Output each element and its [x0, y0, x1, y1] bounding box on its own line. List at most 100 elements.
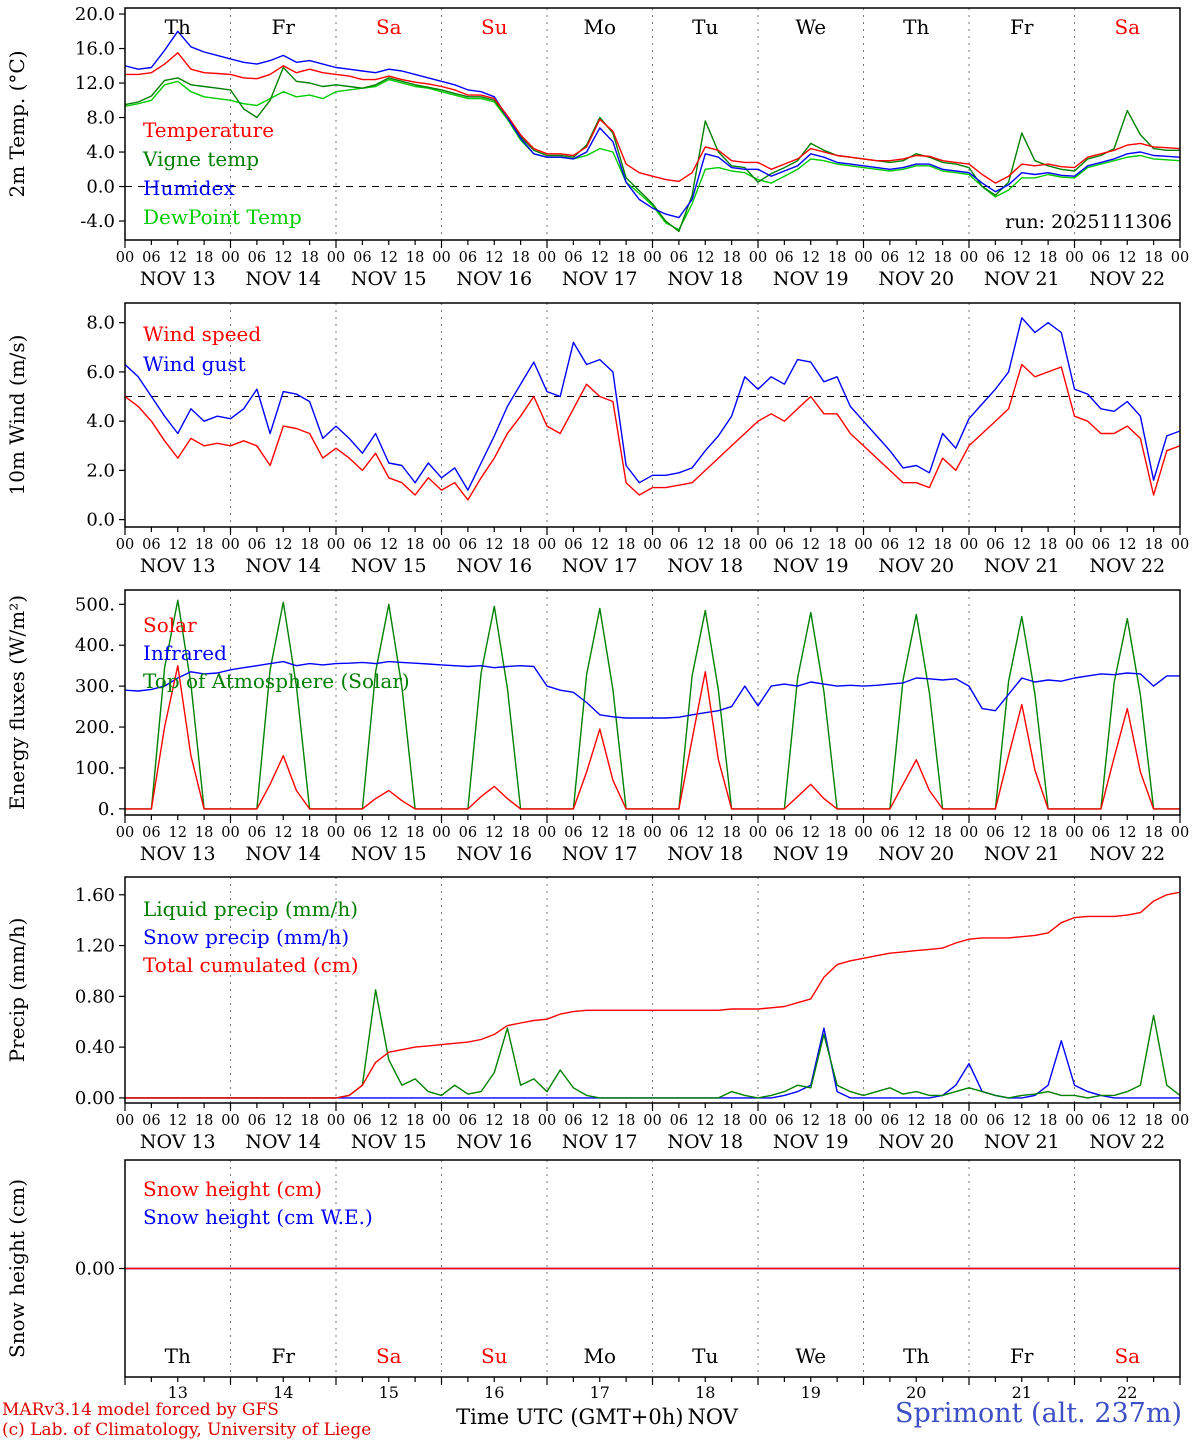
- svg-text:NOV 22: NOV 22: [1089, 555, 1165, 577]
- svg-text:00: 00: [1171, 537, 1189, 553]
- svg-text:12: 12: [274, 825, 292, 841]
- svg-text:12: 12: [696, 1113, 714, 1129]
- svg-text:NOV 18: NOV 18: [667, 1131, 743, 1153]
- svg-text:06: 06: [564, 537, 582, 553]
- svg-text:NOV 19: NOV 19: [773, 268, 849, 290]
- svg-text:12: 12: [1118, 537, 1136, 553]
- legend-temperature-2: Humidex: [143, 176, 235, 200]
- svg-text:NOV 13: NOV 13: [140, 843, 216, 865]
- svg-text:06: 06: [142, 250, 160, 266]
- svg-text:12: 12: [802, 250, 820, 266]
- svg-text:00: 00: [749, 825, 767, 841]
- svg-text:18: 18: [406, 537, 424, 553]
- svg-text:14: 14: [273, 1383, 293, 1402]
- svg-text:18: 18: [1144, 250, 1162, 266]
- svg-text:00: 00: [327, 825, 345, 841]
- svg-text:1.60: 1.60: [75, 885, 115, 906]
- svg-text:NOV 15: NOV 15: [351, 843, 427, 865]
- svg-text:18: 18: [617, 250, 635, 266]
- svg-text:12: 12: [802, 537, 820, 553]
- svg-text:18: 18: [695, 1383, 715, 1402]
- svg-text:13: 13: [168, 1383, 188, 1402]
- svg-text:NOV 13: NOV 13: [140, 555, 216, 577]
- svg-text:12: 12: [1118, 825, 1136, 841]
- svg-text:12: 12: [907, 250, 925, 266]
- svg-text:00: 00: [327, 1113, 345, 1129]
- svg-text:4.0: 4.0: [86, 142, 115, 163]
- series-infrared: [125, 660, 1180, 719]
- svg-text:12: 12: [591, 250, 609, 266]
- svg-text:Su: Su: [481, 1344, 508, 1368]
- svg-text:18: 18: [300, 1113, 318, 1129]
- svg-text:NOV 17: NOV 17: [562, 555, 638, 577]
- svg-text:12: 12: [696, 250, 714, 266]
- svg-text:NOV 13: NOV 13: [140, 268, 216, 290]
- legend-temperature-1: Vigne temp: [142, 147, 259, 171]
- legend-energy-1: Infrared: [143, 641, 227, 665]
- model-credit-line2: (c) Lab. of Climatology, University of L…: [2, 1420, 372, 1440]
- svg-text:18: 18: [1039, 1113, 1057, 1129]
- svg-text:NOV 17: NOV 17: [562, 1131, 638, 1153]
- series-temperature: [125, 52, 1180, 184]
- panel-energy: 500.400.300.200.100.0.00 06 12 18 00 06 12 18 00…: [5, 589, 1189, 865]
- svg-text:12: 12: [485, 825, 503, 841]
- legend-precip-2: Total cumulated (cm): [143, 953, 359, 977]
- ylabel-temperature: 2m Temp. (°C): [5, 50, 29, 197]
- svg-text:1.20: 1.20: [75, 936, 115, 957]
- svg-text:18: 18: [722, 250, 740, 266]
- svg-text:Fr: Fr: [1010, 15, 1034, 39]
- svg-text:18: 18: [195, 537, 213, 553]
- svg-text:00: 00: [116, 1113, 134, 1129]
- svg-text:NOV 22: NOV 22: [1089, 843, 1165, 865]
- svg-text:NOV 16: NOV 16: [456, 555, 532, 577]
- svg-text:06: 06: [881, 250, 899, 266]
- svg-text:12: 12: [591, 1113, 609, 1129]
- svg-text:12: 12: [1013, 825, 1031, 841]
- legend-temperature-3: DewPoint Temp: [143, 205, 302, 229]
- svg-text:16.0: 16.0: [75, 39, 115, 60]
- svg-text:18: 18: [300, 250, 318, 266]
- svg-text:00: 00: [1065, 1113, 1083, 1129]
- svg-text:06: 06: [459, 250, 477, 266]
- svg-text:Th: Th: [903, 15, 929, 39]
- svg-text:Sa: Sa: [376, 15, 402, 39]
- svg-text:00: 00: [854, 250, 872, 266]
- svg-text:18: 18: [1039, 250, 1057, 266]
- svg-text:06: 06: [670, 250, 688, 266]
- svg-text:06: 06: [986, 250, 1004, 266]
- svg-text:00: 00: [116, 250, 134, 266]
- legend-wind-0: Wind speed: [143, 322, 261, 346]
- svg-text:12: 12: [485, 537, 503, 553]
- svg-text:18: 18: [828, 825, 846, 841]
- svg-text:18: 18: [933, 537, 951, 553]
- svg-text:18: 18: [406, 250, 424, 266]
- svg-text:Sa: Sa: [376, 1344, 402, 1368]
- ylabel-energy: Energy fluxes (W/m²): [5, 595, 29, 810]
- svg-text:06: 06: [248, 825, 266, 841]
- svg-text:00: 00: [960, 250, 978, 266]
- svg-text:06: 06: [142, 825, 160, 841]
- svg-text:06: 06: [881, 825, 899, 841]
- svg-text:0.00: 0.00: [75, 1088, 115, 1109]
- svg-text:00: 00: [749, 537, 767, 553]
- svg-text:0.80: 0.80: [75, 986, 115, 1007]
- svg-text:NOV 17: NOV 17: [562, 268, 638, 290]
- svg-text:2.0: 2.0: [86, 460, 115, 481]
- svg-text:00: 00: [221, 825, 239, 841]
- svg-text:NOV 16: NOV 16: [456, 268, 532, 290]
- svg-text:06: 06: [881, 1113, 899, 1129]
- svg-text:18: 18: [195, 250, 213, 266]
- svg-text:NOV 21: NOV 21: [984, 1131, 1060, 1153]
- svg-text:06: 06: [670, 537, 688, 553]
- svg-text:0.0: 0.0: [86, 510, 115, 531]
- svg-text:Th: Th: [903, 1344, 929, 1368]
- svg-text:NOV 14: NOV 14: [245, 1131, 321, 1153]
- svg-text:06: 06: [459, 825, 477, 841]
- svg-text:00: 00: [1065, 250, 1083, 266]
- svg-text:12: 12: [169, 537, 187, 553]
- svg-text:00: 00: [960, 1113, 978, 1129]
- svg-text:400.: 400.: [75, 635, 115, 656]
- svg-text:Su: Su: [481, 15, 508, 39]
- svg-text:Sa: Sa: [1114, 15, 1140, 39]
- series-total-cumulated: [125, 891, 1180, 1099]
